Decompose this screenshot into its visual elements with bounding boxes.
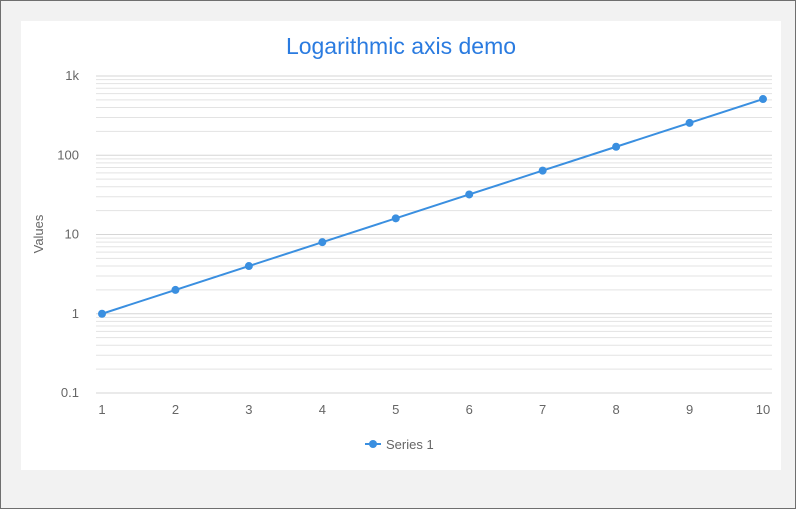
- data-point: [244, 262, 253, 271]
- y-tick-label: 0.1: [61, 385, 79, 400]
- legend-label: Series 1: [386, 437, 434, 452]
- legend: Series 1: [365, 437, 434, 452]
- y-tick-label: 100: [57, 147, 79, 162]
- x-tick-label: 2: [172, 402, 179, 417]
- x-tick-label: 10: [756, 402, 770, 417]
- x-tick-label: 5: [392, 402, 399, 417]
- x-tick-label: 9: [686, 402, 693, 417]
- x-tick-label: 3: [245, 402, 252, 417]
- data-point: [171, 285, 180, 294]
- data-point: [391, 214, 400, 223]
- y-tick-label: 10: [65, 227, 79, 242]
- data-point: [538, 166, 547, 175]
- x-tick-label: 7: [539, 402, 546, 417]
- y-tick-label: 1: [72, 306, 79, 321]
- x-tick-label: 4: [319, 402, 326, 417]
- data-point: [685, 118, 694, 127]
- x-ticks: 1 2 3 4 5 6 7 8 9 10: [98, 402, 770, 417]
- data-point: [759, 95, 767, 104]
- log-line-chart: Logarithmic axis demo Values 0.1 1 10 100 1k…: [31, 33, 772, 452]
- x-tick-label: 6: [466, 402, 473, 417]
- y-axis-label: Values: [31, 214, 46, 253]
- series-line: [101, 98, 764, 315]
- x-tick-label: 8: [612, 402, 619, 417]
- data-point: [465, 190, 474, 199]
- data-point: [318, 238, 327, 247]
- chart-title: Logarithmic axis demo: [286, 33, 516, 59]
- series-layer: [98, 95, 767, 318]
- y-tick-label: 1k: [65, 68, 79, 83]
- grid-layer: [96, 75, 772, 394]
- y-ticks: 0.1 1 10 100 1k: [57, 68, 79, 400]
- data-point: [612, 142, 621, 151]
- chart-card: Logarithmic axis demo Values 0.1 1 10 100 1k…: [21, 21, 781, 470]
- legend-marker: [369, 440, 377, 448]
- data-point: [98, 309, 106, 318]
- x-tick-label: 1: [98, 402, 105, 417]
